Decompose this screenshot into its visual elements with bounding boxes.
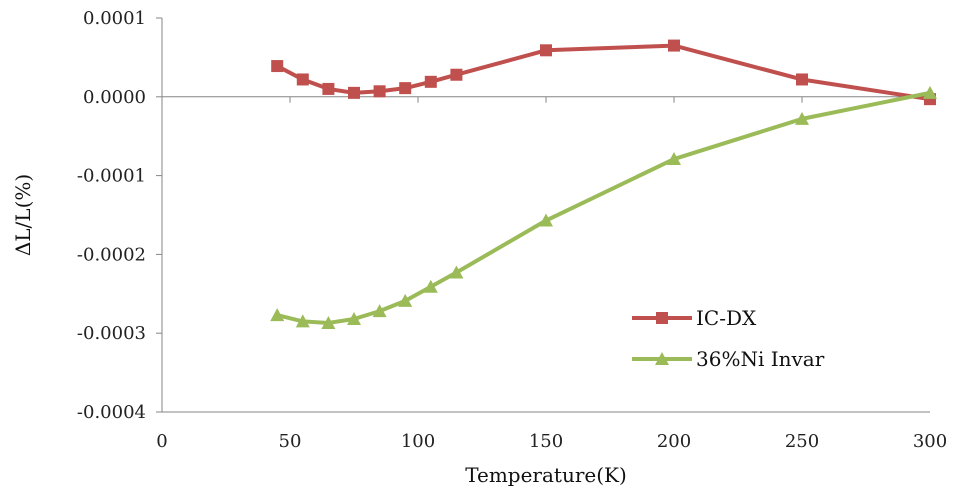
data-point: [322, 82, 335, 95]
series-line: [276, 90, 931, 325]
data-point: [372, 304, 387, 318]
data-point: [321, 315, 336, 329]
x-axis-title: Temperature(K): [465, 463, 627, 487]
y-tick-label: -0.0003: [77, 323, 146, 344]
y-tick-label: 0.0001: [83, 8, 146, 29]
data-point: [668, 39, 680, 52]
data-point: [348, 86, 360, 99]
data-point: [540, 44, 552, 57]
data-point: [399, 82, 412, 95]
y-axis-title: ΔL/L(%): [11, 174, 35, 256]
legend-marker: [656, 312, 668, 324]
series-1: [271, 39, 936, 106]
x-tick-label: 150: [529, 431, 563, 452]
series-2: [270, 85, 937, 329]
axes: 0.0001 0.0000 -0.0001 -0.0002 -0.0003 -0.0004…: [77, 8, 947, 452]
data-point: [271, 60, 284, 73]
legend-marker: [655, 352, 669, 365]
data-point: [795, 111, 809, 125]
x-tick-label: 250: [785, 431, 819, 452]
data-point: [796, 73, 808, 86]
legend: IC-DX 36%Ni Invar: [632, 306, 825, 371]
data-point: [295, 314, 310, 328]
data-point: [667, 152, 681, 166]
data-point: [296, 73, 309, 86]
series-layer: [270, 39, 937, 329]
data-point: [449, 265, 464, 279]
data-point: [450, 68, 463, 81]
x-tick-label: 200: [657, 431, 691, 452]
data-point: [423, 279, 438, 293]
legend-label: IC-DX: [696, 306, 757, 330]
x-tick-label: 300: [913, 431, 947, 452]
data-point: [270, 308, 285, 322]
x-tick-label: 50: [279, 431, 302, 452]
data-point: [539, 213, 553, 227]
data-point: [398, 293, 413, 307]
legend-item: 36%Ni Invar: [632, 347, 825, 371]
y-tick-label: -0.0002: [77, 244, 146, 265]
data-point: [923, 85, 937, 99]
data-point: [373, 85, 386, 98]
y-tick-label: -0.0004: [77, 402, 146, 423]
legend-item: IC-DX: [632, 306, 757, 330]
legend-label: 36%Ni Invar: [696, 347, 825, 371]
x-tick-label: 100: [401, 431, 435, 452]
y-tick-label: -0.0001: [77, 166, 146, 187]
y-tick-label: 0.0000: [83, 87, 146, 108]
data-point: [347, 312, 361, 326]
data-point: [424, 75, 437, 88]
x-tick-label: 0: [156, 431, 167, 452]
